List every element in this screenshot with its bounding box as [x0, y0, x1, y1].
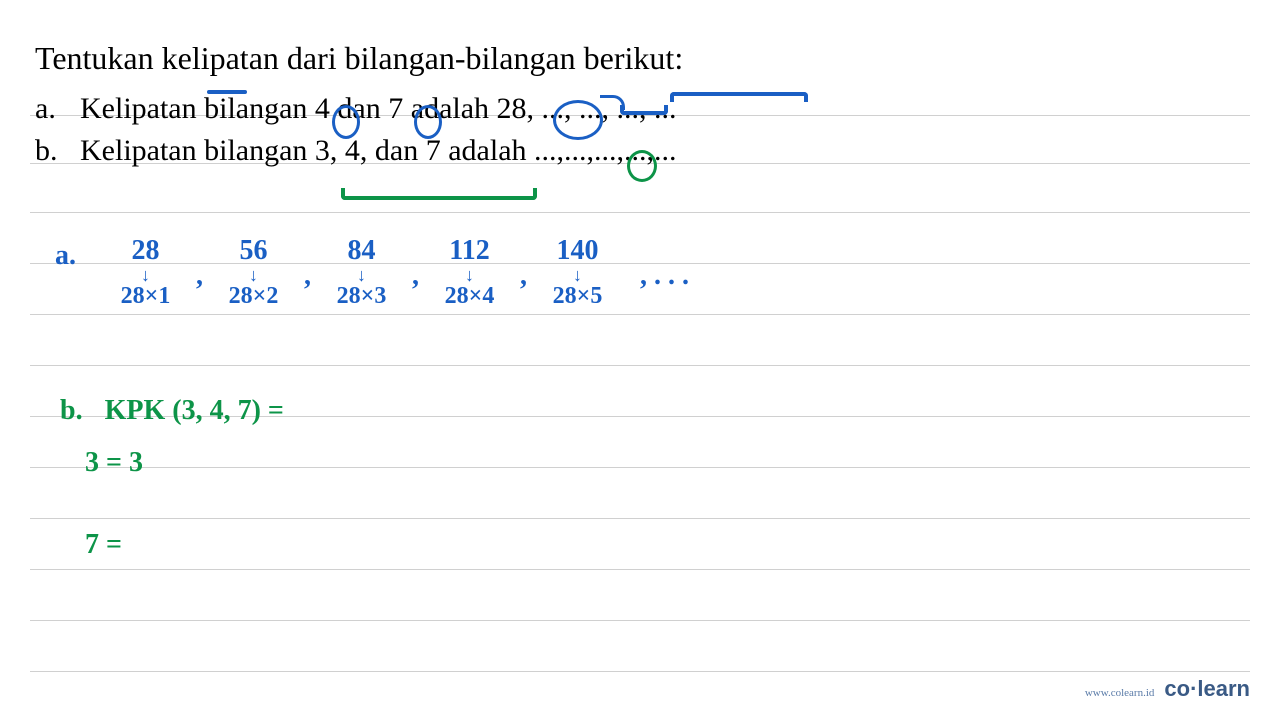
footer: www.colearn.id co·learn — [1085, 676, 1250, 702]
green-bracket-annotation — [341, 188, 537, 200]
mult-expr: 28×4 — [445, 283, 495, 310]
separator: , — [409, 260, 422, 310]
arrow-down-icon: ↓ — [141, 267, 150, 283]
answer-a-trailing: , . . . — [637, 260, 692, 292]
question-b: b. Kelipatan bilangan 3, 4, dan 7 adalah… — [80, 134, 1245, 168]
answer-b-label: b. — [60, 395, 83, 426]
answer-b-kpk: KPK (3, 4, 7) = — [105, 395, 284, 426]
ruled-line — [30, 620, 1250, 621]
mult-value: 56 — [240, 235, 268, 267]
mult-value: 112 — [449, 235, 489, 267]
mult-expr: 28×2 — [229, 283, 279, 310]
question-title: Tentukan kelipatan dari bilangan-bilanga… — [35, 40, 1245, 77]
question-a-label: a. — [35, 92, 56, 126]
ruled-line — [30, 314, 1250, 315]
question-a-text: Kelipatan bilangan 4 dan 7 adalah 28, ..… — [80, 92, 677, 125]
ruled-line — [30, 365, 1250, 366]
mult-group: 140 ↓ 28×5 — [530, 235, 625, 310]
question-b-label: b. — [35, 134, 58, 168]
mult-expr: 28×3 — [337, 283, 387, 310]
mult-expr: 28×1 — [121, 283, 171, 310]
mult-value: 84 — [348, 235, 376, 267]
arrow-down-icon: ↓ — [465, 267, 474, 283]
question-list: a. Kelipatan bilangan 4 dan 7 adalah 28,… — [35, 92, 1245, 168]
footer-logo: co·learn — [1164, 676, 1250, 702]
arrow-down-icon: ↓ — [573, 267, 582, 283]
arrow-down-icon: ↓ — [249, 267, 258, 283]
separator: , — [193, 260, 206, 310]
ruled-line — [30, 212, 1250, 213]
mult-value: 28 — [132, 235, 160, 267]
answer-b-line2: 3 = 3 — [85, 447, 284, 479]
mult-value: 140 — [557, 235, 599, 267]
question-b-text: Kelipatan bilangan 3, 4, dan 7 adalah ..… — [80, 134, 677, 167]
mult-expr: 28×5 — [553, 283, 603, 310]
mult-group: 84 ↓ 28×3 — [314, 235, 409, 310]
ruled-line — [30, 671, 1250, 672]
question-a: a. Kelipatan bilangan 4 dan 7 adalah 28,… — [80, 92, 1245, 126]
mult-group: 56 ↓ 28×2 — [206, 235, 301, 310]
separator: , — [517, 260, 530, 310]
answer-a-label: a. — [55, 240, 76, 272]
mult-group: 112 ↓ 28×4 — [422, 235, 517, 310]
answer-b-line3: 7 = — [85, 529, 284, 561]
page-container: Tentukan kelipatan dari bilangan-bilanga… — [0, 0, 1280, 720]
answer-b: b. KPK (3, 4, 7) = 3 = 3 7 = — [60, 395, 284, 581]
separator: , — [301, 260, 314, 310]
answer-a: a. 28 ↓ 28×1 , 56 ↓ 28×2 , 84 ↓ 28×3 , 1… — [55, 235, 692, 310]
mult-group: 28 ↓ 28×1 — [98, 235, 193, 310]
arrow-down-icon: ↓ — [357, 267, 366, 283]
footer-url: www.colearn.id — [1085, 687, 1155, 699]
